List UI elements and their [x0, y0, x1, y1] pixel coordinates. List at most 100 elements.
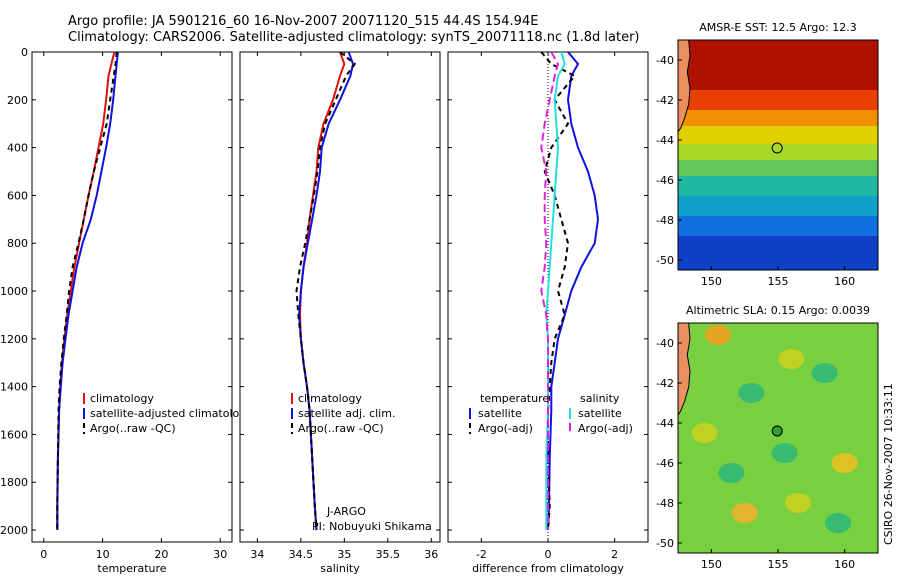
- temperature-series-line: [56, 52, 119, 530]
- depth-tick-label: 2000: [0, 524, 28, 537]
- sst_map-color-band: [678, 90, 878, 111]
- tasmania-coastline: [678, 323, 691, 416]
- salinity-xtick-label: 35: [337, 548, 351, 561]
- depth-tick-label: 800: [7, 237, 28, 250]
- sst_map-color-band: [678, 236, 878, 270]
- depth-tick-label: 1600: [0, 428, 28, 441]
- temperature-xtick-label: 10: [96, 548, 110, 561]
- sst_map-ytick-label: -48: [656, 214, 674, 227]
- difference-xtick-label: -2: [476, 548, 487, 561]
- salinity-xtick-label: 35.5: [376, 548, 401, 561]
- legend-entry: satellite-adjusted climatology: [90, 407, 253, 420]
- temperature-xtick-label: 30: [213, 548, 227, 561]
- sla_map-ytick-label: -46: [656, 457, 674, 470]
- sla_map-anomaly-blob: [778, 349, 805, 369]
- temperature-panel: 0 10 20 30 temperature 0 200 400 600 800 1000 1200 1…: [0, 46, 253, 575]
- sla_map-ytick-label: -50: [656, 537, 674, 550]
- temperature-series-line: [56, 52, 118, 530]
- sst_map-xtick-label: 160: [834, 275, 855, 288]
- sla_map-field: [678, 323, 878, 553]
- legend-entry: satellite: [578, 407, 622, 420]
- legend-entry: temperature: [480, 392, 549, 405]
- sla_map-ytick-label: -44: [656, 417, 674, 430]
- difference-series-line: [540, 52, 560, 530]
- depth-tick-label: 1200: [0, 333, 28, 346]
- pi-annotation: PI: Nobuyuki Shikama: [312, 520, 432, 533]
- legend-entry: climatology: [90, 392, 154, 405]
- temperature-frame: [31, 51, 233, 543]
- salinity-xtick-label: 34: [250, 548, 264, 561]
- sla_map-xtick-label: 155: [768, 558, 789, 571]
- temperature-xtick-label: 20: [154, 548, 168, 561]
- sla_map-panel: Altimetric SLA: 0.15 Argo: 0.0039 150 155 1…: [656, 304, 879, 571]
- salinity-panel: 34 34.5 35 35.5 36 salinity climatology satelli…: [239, 51, 441, 575]
- sst_map-color-band: [678, 196, 878, 217]
- difference-xtick-label: 0: [545, 548, 552, 561]
- salinity-frame: [239, 51, 441, 543]
- sst_map-color-band: [678, 216, 878, 237]
- sla_map-anomaly-blob: [785, 493, 811, 513]
- sst_map-ytick-label: -42: [656, 94, 674, 107]
- sst_map-color-band: [678, 40, 878, 91]
- temperature-xtick-label: 0: [40, 548, 47, 561]
- sst_map-ytick-label: -40: [656, 54, 674, 67]
- sst_map-field: [678, 40, 878, 270]
- tasmania-coastline: [678, 40, 691, 133]
- sst_map-xtick-label: 155: [768, 275, 789, 288]
- sla_map-anomaly-blob: [718, 463, 745, 483]
- salinity-series-line: [295, 52, 357, 531]
- legend-entry: salinity: [580, 392, 620, 405]
- depth-tick-label: 1800: [0, 476, 28, 489]
- sst_map-ytick-label: -44: [656, 134, 674, 147]
- sla_map-anomaly-blob: [811, 363, 838, 383]
- argo-float-marker: [771, 142, 783, 154]
- sst_map-color-band: [678, 144, 878, 161]
- sla_map-anomaly-blob: [691, 423, 718, 443]
- figure-title-line-2: Climatology: CARS2006. Satellite-adjuste…: [68, 30, 640, 45]
- figure-title-line-1: Argo profile: JA 5901216_60 16-Nov-2007 …: [68, 14, 539, 29]
- sla_map-xtick-label: 150: [701, 558, 722, 571]
- sla_map-anomaly-blob: [705, 325, 731, 345]
- sla_map-xtick-label: 160: [834, 558, 855, 571]
- temperature-xlabel: temperature: [97, 562, 166, 575]
- legend-entry: Argo(-adj): [478, 422, 533, 435]
- sla_map-anomaly-blob: [771, 443, 798, 463]
- sla_map-anomaly-blob: [831, 453, 858, 473]
- difference-series-line: [547, 52, 600, 531]
- depth-tick-label: 200: [7, 94, 28, 107]
- argo-float-marker: [771, 425, 783, 437]
- depth-tick-label: 1000: [0, 285, 28, 298]
- sla_map-title: Altimetric SLA: 0.15 Argo: 0.0039: [686, 304, 870, 317]
- legend-entry: satellite adj. clim.: [298, 407, 395, 420]
- depth-tick-label: 400: [7, 142, 28, 155]
- legend-entry: Argo(..raw -QC): [90, 422, 176, 435]
- sla_map-anomaly-blob: [738, 383, 765, 403]
- depth-tick-label: 600: [7, 189, 28, 202]
- legend-entry: Argo(..raw -QC): [298, 422, 384, 435]
- sla_map-anomaly-blob: [825, 513, 851, 533]
- sst_map-color-band: [678, 160, 878, 177]
- sst_map-title: AMSR-E SST: 12.5 Argo: 12.3: [699, 21, 857, 34]
- depth-tick-label: 0: [21, 46, 28, 59]
- difference-xlabel: difference from climatology: [472, 562, 624, 575]
- sst_map-color-band: [678, 110, 878, 127]
- legend-entry: climatology: [298, 392, 362, 405]
- sla_map-ytick-label: -40: [656, 337, 674, 350]
- sla_map-ytick-label: -48: [656, 497, 674, 510]
- legend-entry: satellite: [478, 407, 522, 420]
- program-annotation: J-ARGO: [326, 505, 366, 518]
- difference-series-line: [545, 52, 566, 530]
- legend-entry: Argo(-adj): [578, 422, 633, 435]
- salinity-xtick-label: 34.5: [289, 548, 314, 561]
- sst_map-ytick-label: -50: [656, 254, 674, 267]
- sla_map-ytick-label: -42: [656, 377, 674, 390]
- sla_map-anomaly-blob: [731, 503, 758, 523]
- sst_map-panel: AMSR-E SST: 12.5 Argo: 12.3 150 155 160 -40 -…: [656, 21, 879, 288]
- depth-tick-label: 1400: [0, 381, 28, 394]
- sst_map-color-band: [678, 126, 878, 145]
- difference-xtick-label: 2: [611, 548, 618, 561]
- sst_map-xtick-label: 150: [701, 275, 722, 288]
- salinity-xtick-label: 36: [424, 548, 438, 561]
